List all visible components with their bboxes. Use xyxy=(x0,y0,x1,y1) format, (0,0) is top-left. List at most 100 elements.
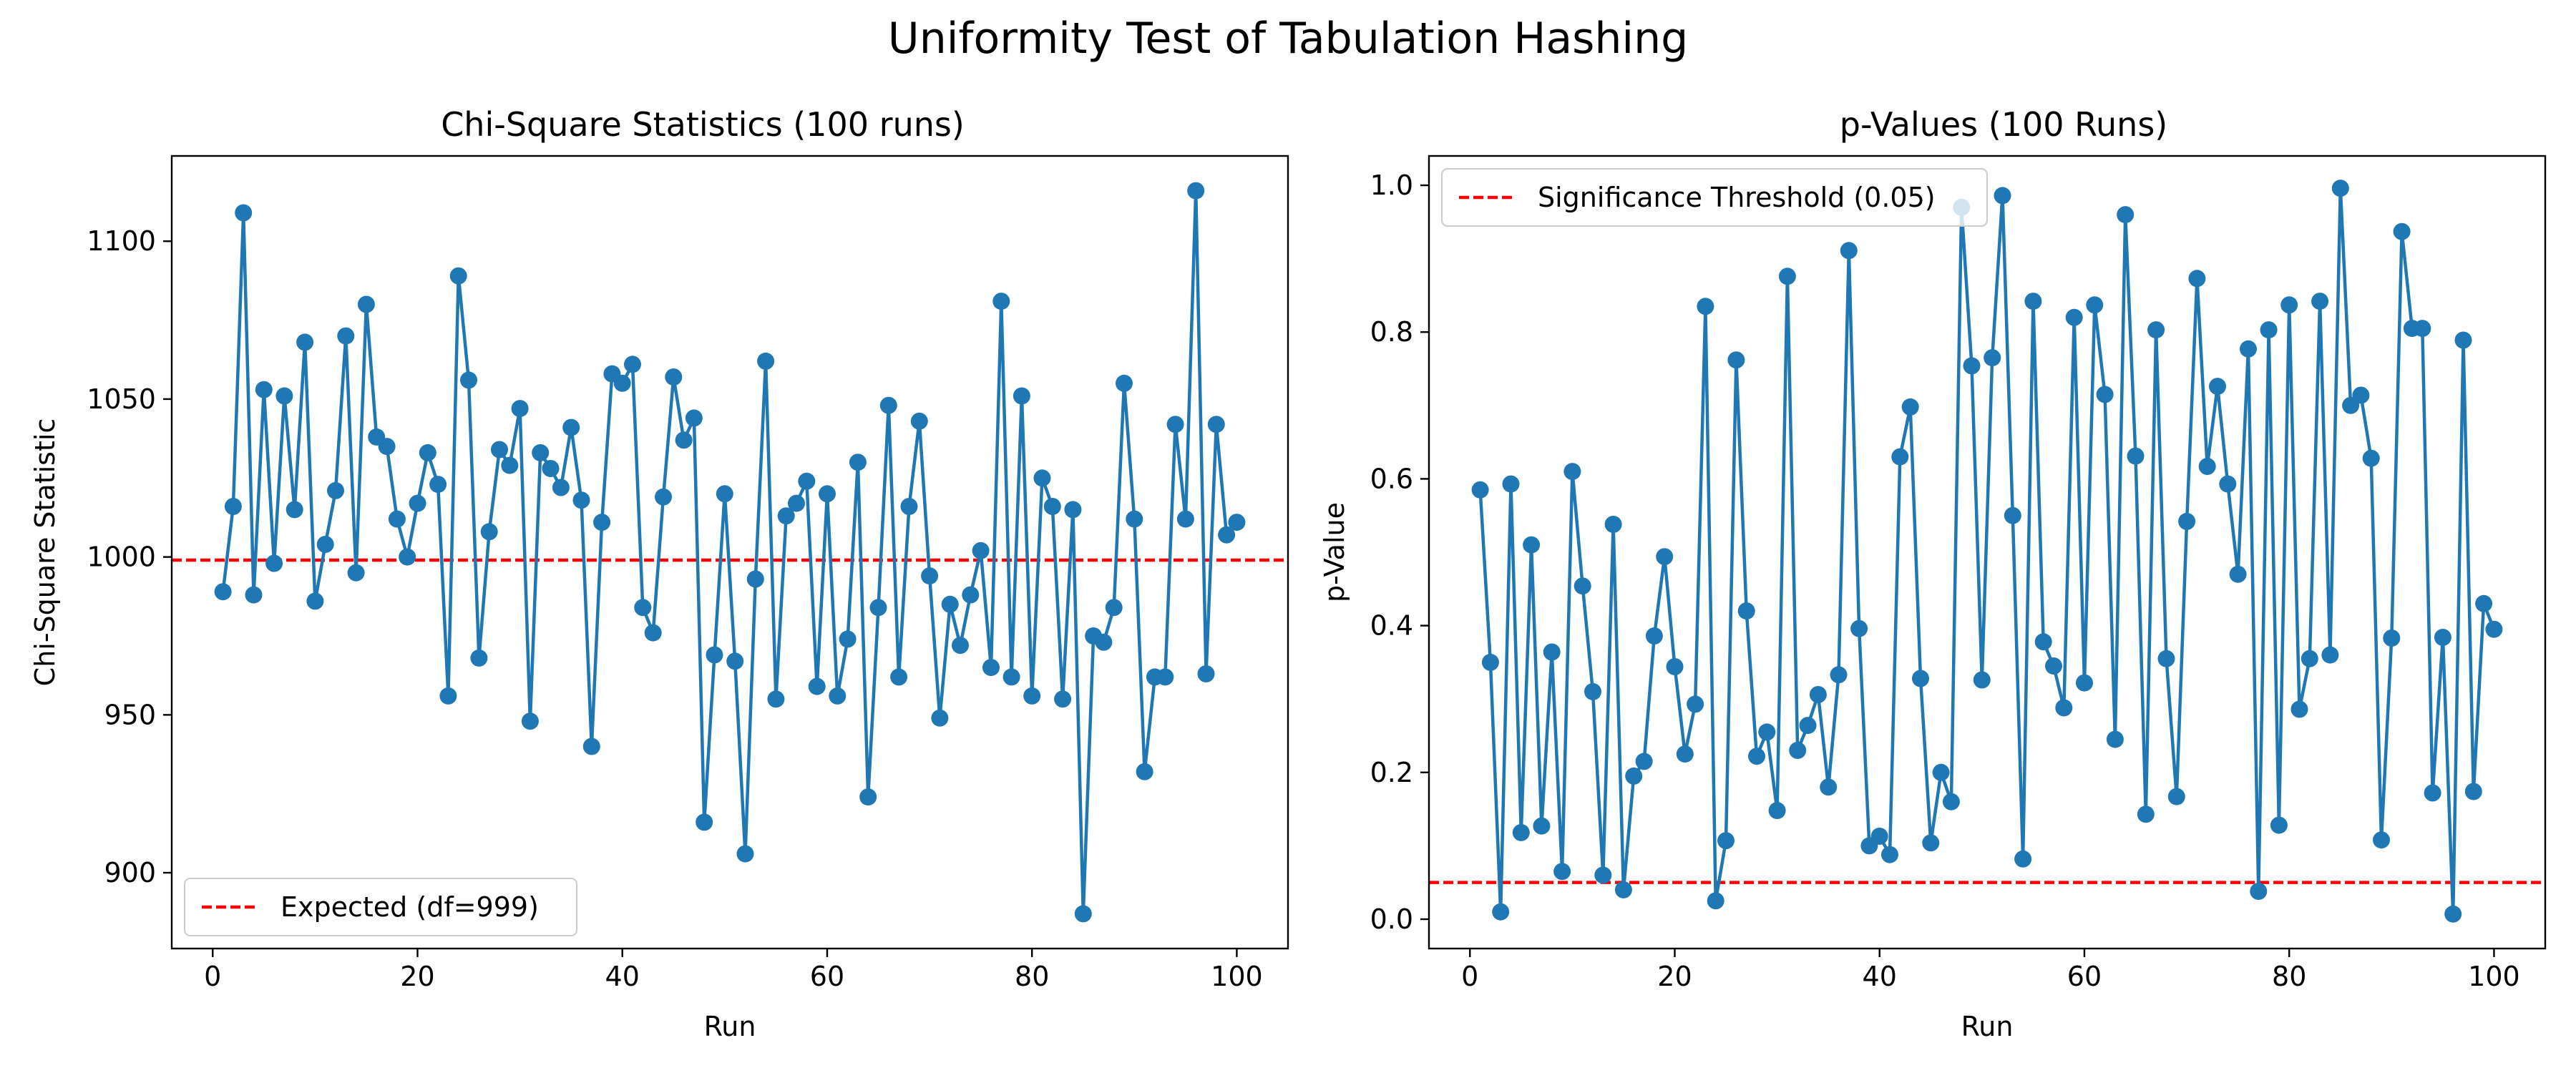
chi-square-chart: Chi-Square Statistics (100 runs) 0 20 40 60… xyxy=(29,105,1289,1042)
chi-square-point xyxy=(552,479,570,496)
p-value-point xyxy=(1799,717,1817,735)
p-value-point xyxy=(1717,832,1735,850)
p-value-plot-area xyxy=(1429,180,2545,923)
chi-square-point xyxy=(1207,416,1225,433)
p-value-point xyxy=(1666,658,1684,675)
chi-square-point xyxy=(757,352,775,370)
chi-square-x-tick-label: 20 xyxy=(400,961,434,992)
p-value-y-axis-label: p-Value xyxy=(1319,502,1350,602)
p-value-point xyxy=(1820,778,1838,796)
p-value-point xyxy=(1697,298,1714,315)
p-value-point xyxy=(1942,793,1960,810)
p-value-point xyxy=(2198,458,2216,475)
chi-square-point xyxy=(480,523,498,541)
chi-square-point xyxy=(982,659,1000,677)
chi-square-point xyxy=(685,409,703,427)
chi-square-point xyxy=(869,599,887,617)
p-value-point xyxy=(2137,805,2155,823)
p-value-legend: Significance Threshold (0.05) xyxy=(1441,168,1988,227)
chi-square-point xyxy=(655,488,672,506)
p-value-point xyxy=(1614,881,1632,898)
p-value-point xyxy=(1901,398,1919,416)
p-value-point xyxy=(1523,536,1541,554)
p-value-point xyxy=(2147,321,2165,339)
chi-square-point xyxy=(675,431,693,449)
p-value-point xyxy=(1656,548,1674,566)
p-value-point xyxy=(2414,320,2431,338)
p-value-point xyxy=(2240,340,2257,358)
p-value-y-tick-label: 1.0 xyxy=(1370,170,1413,201)
chi-square-point xyxy=(214,583,232,601)
chi-square-point xyxy=(890,668,908,686)
chi-square-x-tick-label: 40 xyxy=(605,961,640,992)
p-value-point xyxy=(2188,270,2206,288)
chi-square-point xyxy=(1136,763,1153,780)
p-value-point xyxy=(1553,863,1571,881)
chi-square-point xyxy=(347,564,365,582)
p-value-point xyxy=(1840,242,1858,260)
chi-square-point xyxy=(409,494,426,512)
chi-square-point xyxy=(542,460,560,477)
chi-square-point xyxy=(1074,905,1092,923)
chi-square-point xyxy=(952,637,969,655)
p-value-y-tick-label: 0.4 xyxy=(1370,610,1413,642)
chi-square-point xyxy=(429,476,447,494)
p-value-legend-label: Significance Threshold (0.05) xyxy=(1538,182,1936,213)
p-value-point xyxy=(2362,449,2380,467)
p-value-point xyxy=(2383,629,2401,647)
chi-square-point xyxy=(746,570,764,588)
p-value-point xyxy=(2117,206,2135,224)
p-value-chart: p-Values (100 Runs) 0 20 40 60 80 100 0.0 0.2 0.… xyxy=(1319,105,2547,1042)
chi-square-y-tick-label: 900 xyxy=(104,857,156,888)
chi-square-point xyxy=(593,514,611,531)
chi-square-point xyxy=(819,485,836,503)
p-value-point xyxy=(2096,386,2114,403)
p-value-point xyxy=(2086,296,2104,314)
p-value-point xyxy=(1707,892,1724,910)
p-value-point xyxy=(1891,448,1909,466)
p-value-point xyxy=(2167,788,2185,805)
chi-square-point xyxy=(286,501,303,519)
chi-square-point xyxy=(829,687,847,705)
chi-square-point xyxy=(419,444,436,461)
p-value-point xyxy=(1727,351,1745,369)
chi-square-point xyxy=(1156,668,1174,686)
chi-square-point xyxy=(245,586,263,604)
p-value-point xyxy=(2034,633,2052,651)
p-value-chart-title: p-Values (100 Runs) xyxy=(1840,105,2168,144)
p-value-point xyxy=(1870,828,1888,845)
chi-square-point xyxy=(327,481,344,499)
chi-square-point xyxy=(972,542,990,559)
chi-square-point xyxy=(726,652,744,670)
p-value-point xyxy=(2157,650,2175,667)
chi-square-y-tick-label: 1100 xyxy=(87,225,156,257)
chi-square-x-tick-label: 0 xyxy=(204,961,221,992)
chi-square-point xyxy=(470,649,488,667)
chi-square-point xyxy=(910,412,928,430)
p-value-x-tick-label: 0 xyxy=(1461,961,1478,992)
p-value-point xyxy=(1737,602,1755,620)
p-value-x-axis-label: Run xyxy=(1961,1011,2014,1042)
chi-square-point xyxy=(460,371,477,389)
chi-square-point xyxy=(532,444,550,461)
p-value-point xyxy=(2373,831,2390,849)
p-value-y-tick-label: 0.0 xyxy=(1370,903,1413,935)
chi-square-point xyxy=(399,548,416,566)
chi-square-point xyxy=(921,567,939,585)
chi-square-point xyxy=(388,510,406,528)
p-value-x-tick-label: 60 xyxy=(2067,961,2102,992)
chi-square-point xyxy=(501,456,519,474)
p-value-point xyxy=(2475,594,2493,612)
p-value-ticks: 0 20 40 60 80 100 0.0 0.2 0.4 0.6 0.8 1.0 xyxy=(1370,170,2520,992)
p-value-point xyxy=(1789,742,1807,759)
p-value-point xyxy=(1481,653,1499,671)
chi-square-point xyxy=(1033,469,1051,487)
chi-square-y-tick-label: 1050 xyxy=(87,383,156,415)
p-value-point xyxy=(1512,823,1530,841)
chi-square-point xyxy=(255,381,273,398)
p-value-point xyxy=(1830,666,1848,684)
chi-square-y-axis-label: Chi-Square Statistic xyxy=(29,418,61,687)
p-value-point xyxy=(1563,463,1581,481)
p-value-point xyxy=(2014,850,2032,868)
p-value-point xyxy=(2055,699,2073,717)
